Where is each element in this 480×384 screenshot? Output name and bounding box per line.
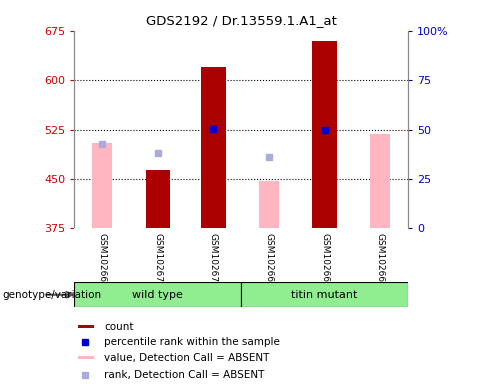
Bar xyxy=(312,41,337,228)
Text: GSM102665: GSM102665 xyxy=(264,233,274,288)
Text: titin mutant: titin mutant xyxy=(291,290,358,300)
Bar xyxy=(78,325,94,328)
Bar xyxy=(74,282,241,307)
Bar xyxy=(92,143,112,228)
Text: GSM102666: GSM102666 xyxy=(320,233,329,288)
Text: GSM102669: GSM102669 xyxy=(98,233,107,288)
Text: percentile rank within the sample: percentile rank within the sample xyxy=(105,338,280,348)
Text: GSM102667: GSM102667 xyxy=(376,233,384,288)
Bar xyxy=(201,67,226,228)
Bar xyxy=(259,181,279,228)
Text: rank, Detection Call = ABSENT: rank, Detection Call = ABSENT xyxy=(105,370,265,381)
Text: wild type: wild type xyxy=(132,290,183,300)
Bar xyxy=(78,356,94,359)
Bar xyxy=(241,282,408,307)
Text: GSM102674: GSM102674 xyxy=(209,233,218,288)
Text: count: count xyxy=(105,322,134,332)
Text: genotype/variation: genotype/variation xyxy=(2,290,102,300)
Bar xyxy=(145,170,170,228)
Bar xyxy=(370,134,390,228)
Title: GDS2192 / Dr.13559.1.A1_at: GDS2192 / Dr.13559.1.A1_at xyxy=(146,14,336,27)
Text: value, Detection Call = ABSENT: value, Detection Call = ABSENT xyxy=(105,353,270,363)
Text: GSM102671: GSM102671 xyxy=(153,233,162,288)
